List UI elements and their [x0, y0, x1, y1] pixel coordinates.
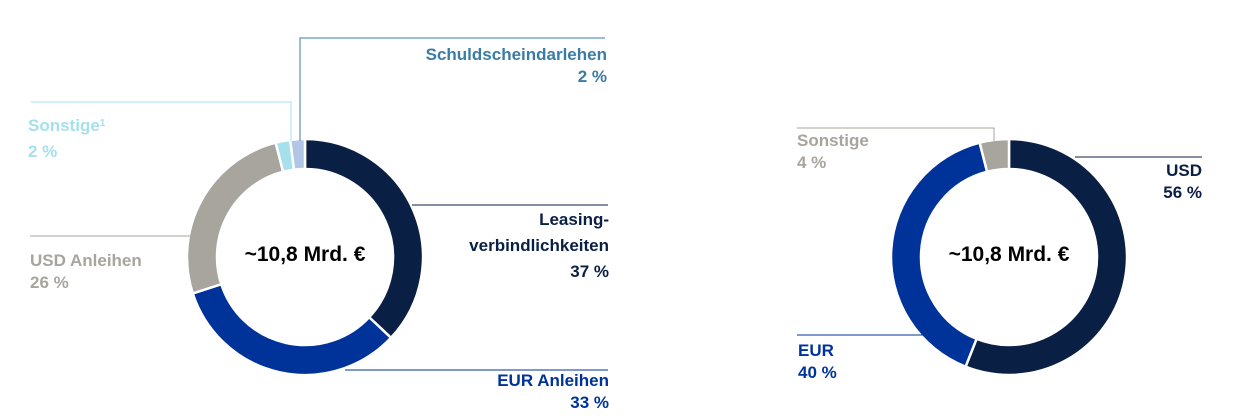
label-usd-name: USD: [1166, 161, 1202, 180]
label-eur-name: EUR: [798, 341, 834, 360]
donut-2-center-label: ~10,8 Mrd. €: [949, 243, 1070, 266]
label-eur-anleihen-name: EUR Anleihen: [497, 371, 609, 390]
label-eur-value: 40 %: [798, 363, 837, 382]
label-schuldscheindarlehen-name: Schuldscheindarlehen: [425, 45, 607, 64]
donut-1-slice-1: [303, 137, 425, 340]
donut-2-leader-line-1: [797, 127, 995, 141]
donut-2-slice-1: [963, 137, 1129, 377]
label-leasing: Leasing- verbindlichkeiten 37 %: [469, 207, 609, 285]
donut-1-leader-line-1: [31, 101, 292, 141]
label-usd-anleihen: USD Anleihen 26 %: [30, 250, 142, 294]
donut-1-leader-line-2: [299, 37, 605, 141]
donut-1-slice-3: [185, 141, 285, 296]
donut-1-center-label: ~10,8 Mrd. €: [245, 243, 366, 266]
label-schuldscheindarlehen: Schuldscheindarlehen 2 %: [426, 44, 607, 88]
label-eur-anleihen: EUR Anleihen 33 %: [497, 370, 609, 414]
label-leasing-value: 37 %: [570, 262, 609, 281]
label-usd-anleihen-value: 26 %: [30, 273, 69, 292]
label-schuldscheindarlehen-value: 2 %: [577, 67, 607, 86]
label-sonstige-1-name: Sonstige: [28, 116, 100, 135]
donut-1-slice-5: [288, 137, 307, 172]
label-usd: USD 56 %: [1163, 160, 1202, 204]
label-eur-anleihen-value: 33 %: [570, 393, 609, 412]
label-usd-value: 56 %: [1163, 183, 1202, 202]
label-sonstige-1: Sonstige1 2 %: [28, 115, 105, 163]
donut-chart-2: ~10,8 Mrd. €: [797, 127, 1202, 377]
label-sonstige-2-value: 4 %: [797, 153, 827, 172]
label-sonstige-2: Sonstige 4 %: [797, 130, 869, 174]
donut-1-slice-2: [191, 282, 393, 377]
label-sonstige-2-name: Sonstige: [797, 131, 869, 150]
label-sonstige-1-value: 2 %: [28, 142, 58, 161]
donut-chart-1: ~10,8 Mrd. €: [30, 37, 608, 377]
label-usd-anleihen-name: USD Anleihen: [30, 251, 142, 270]
label-eur: EUR 40 %: [798, 340, 837, 384]
label-leasing-name: Leasing- verbindlichkeiten: [469, 210, 609, 255]
footnote-marker: 1: [99, 118, 106, 129]
donut-2-slice-3: [978, 137, 1011, 174]
